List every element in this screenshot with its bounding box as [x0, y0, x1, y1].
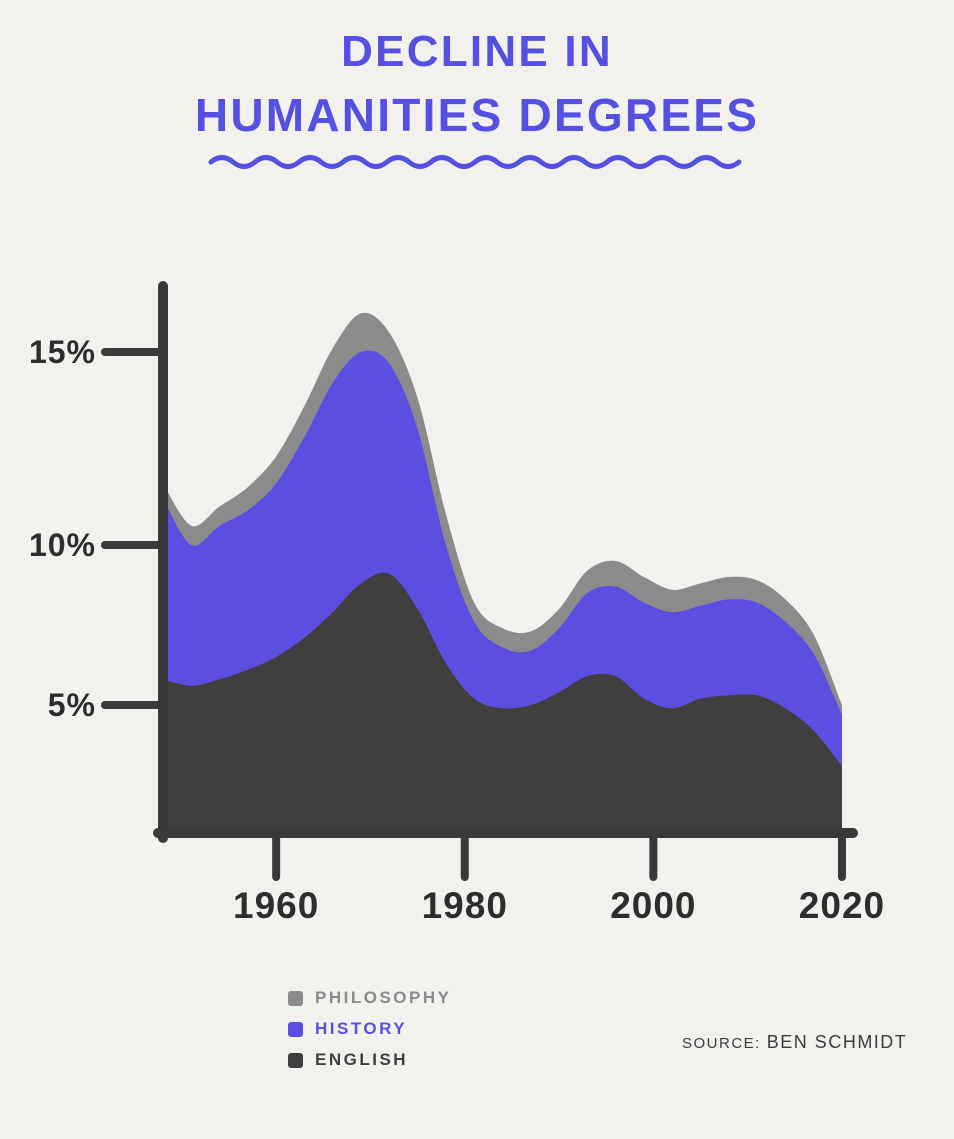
legend-swatch-history [288, 1021, 303, 1037]
source-credit: SOURCE: BEN SCHMIDT [682, 1032, 907, 1053]
legend-swatch-philosophy [288, 990, 303, 1006]
legend: PHILOSOPHY HISTORY ENGLISH [288, 988, 451, 1070]
x-tick-label-1980: 1980 [422, 885, 508, 926]
areas [163, 312, 842, 833]
chart-title-line2: HUMANITIES DEGREES [194, 89, 760, 141]
legend-label-english: ENGLISH [315, 1050, 409, 1069]
x-tick-label-1960: 1960 [233, 885, 319, 926]
source-name: BEN SCHMIDT [766, 1032, 908, 1052]
legend-item-philosophy: PHILOSOPHY [288, 988, 451, 1008]
source-prefix: SOURCE: [682, 1035, 761, 1052]
legend-label-philosophy: PHILOSOPHY [315, 988, 452, 1007]
y-tick-label-10: 10% [29, 527, 96, 563]
axes: 5% 10% 15% 1960 1980 2000 2020 [29, 281, 885, 926]
x-tick-label-2000: 2000 [610, 885, 696, 926]
x-tick-label-2020: 2020 [799, 885, 885, 926]
y-tick-label-5: 5% [48, 687, 96, 723]
stacked-area-chart: 5% 10% 15% 1960 1980 2000 2020 [29, 281, 885, 926]
chart-title: DECLINE IN HUMANITIES DEGREES [0, 30, 954, 172]
legend-item-english: ENGLISH [288, 1050, 451, 1070]
chart-title-line1: DECLINE IN [341, 27, 613, 76]
legend-item-history: HISTORY [288, 1019, 451, 1039]
y-tick-label-15: 15% [29, 334, 96, 370]
area-english [163, 572, 842, 833]
legend-label-history: HISTORY [315, 1019, 408, 1038]
legend-swatch-english [288, 1052, 303, 1068]
title-underline-squiggle [208, 155, 742, 169]
